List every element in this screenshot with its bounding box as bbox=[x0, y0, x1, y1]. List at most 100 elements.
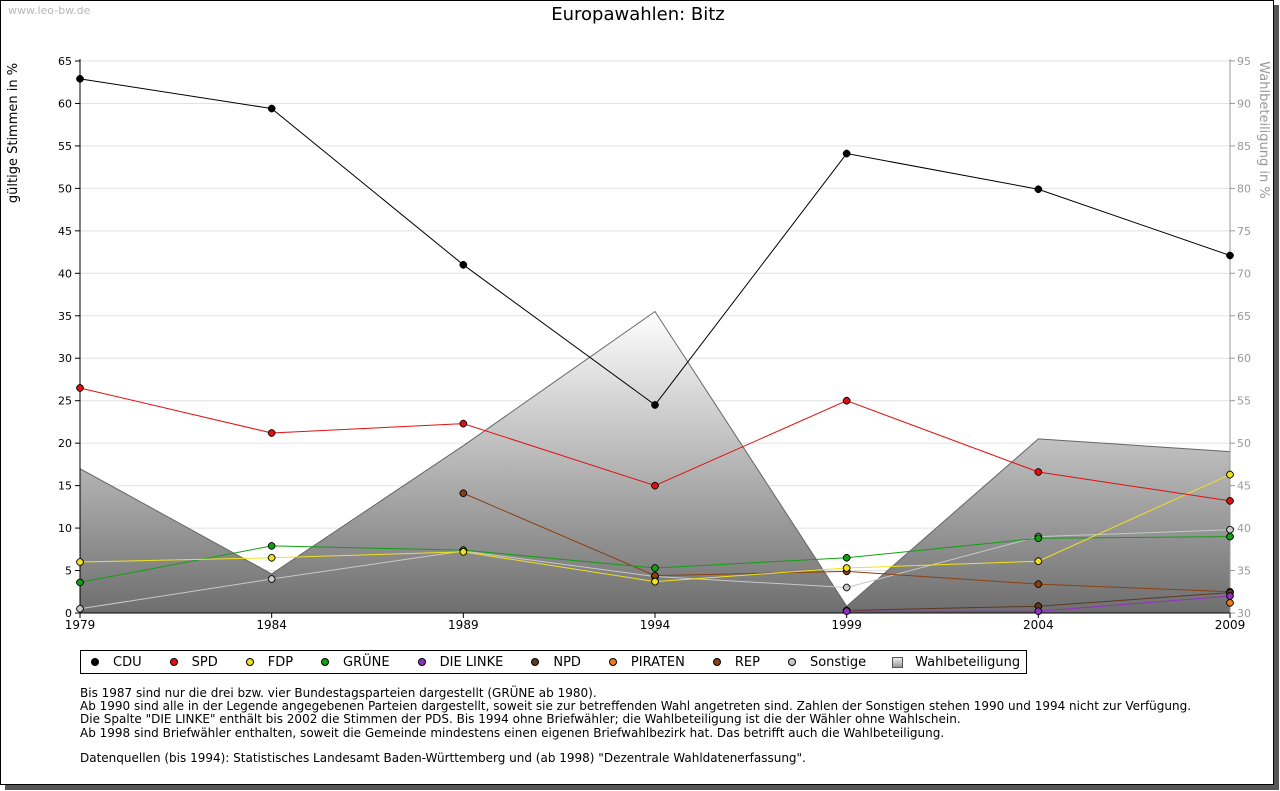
marker bbox=[76, 558, 84, 566]
legend-marker bbox=[415, 656, 428, 668]
data-point-fdp bbox=[267, 553, 276, 562]
x-tick-label: 1989 bbox=[448, 618, 479, 632]
legend-marker bbox=[529, 656, 542, 668]
note-line: Ab 1990 sind alle in der Legende angegeb… bbox=[80, 699, 1192, 714]
chart-svg: 0 5 10 15 20 25 30 35 40 45 50 55 60 65 30 35 40 45 50 55 60… bbox=[6, 55, 1271, 632]
data-point-spd bbox=[842, 396, 851, 405]
data-point-die-linke bbox=[1034, 607, 1043, 616]
data-point-spd bbox=[1226, 497, 1234, 505]
y-tick-label-left: 65 bbox=[58, 55, 72, 68]
data-point-sonstige bbox=[842, 583, 851, 592]
marker bbox=[1226, 470, 1234, 479]
legend: CDU SPD FDP GRÜNE DIE LINKE NPD PIRATEN REP Sons… bbox=[80, 650, 1028, 674]
legend-label: REP bbox=[734, 654, 760, 670]
turnout-area-layer bbox=[79, 310, 1231, 613]
data-point-gr-ne bbox=[267, 542, 276, 550]
marker bbox=[842, 149, 851, 158]
data-point-fdp bbox=[459, 547, 468, 556]
marker bbox=[842, 553, 851, 562]
y-tick-label-right: 75 bbox=[1237, 225, 1251, 238]
data-point-cdu bbox=[842, 149, 851, 158]
y-tick-label-right: 45 bbox=[1237, 480, 1251, 493]
legend-item: CDU bbox=[85, 655, 142, 670]
turnout-area bbox=[80, 311, 1230, 613]
marker bbox=[459, 419, 468, 428]
y-tick-label-right: 80 bbox=[1237, 182, 1251, 195]
legend-marker bbox=[167, 656, 180, 668]
y-tick-label-right: 85 bbox=[1237, 140, 1251, 153]
x-tick-label: 1999 bbox=[831, 618, 862, 632]
y-tick-label-left: 50 bbox=[58, 182, 72, 195]
y-tick-label-right: 50 bbox=[1237, 437, 1251, 450]
legend-item: NPD bbox=[525, 655, 581, 670]
marker bbox=[651, 564, 659, 572]
y-tick-label-left: 40 bbox=[58, 267, 72, 280]
marker bbox=[1226, 497, 1234, 505]
notes: Bis 1987 sind nur die drei bzw. vier Bun… bbox=[80, 686, 1192, 765]
marker bbox=[842, 564, 851, 572]
data-point-cdu bbox=[651, 401, 659, 409]
data-point-gr-ne bbox=[76, 578, 84, 587]
marker bbox=[651, 401, 659, 409]
data-point-sonstige bbox=[267, 575, 276, 583]
marker bbox=[76, 604, 84, 613]
legend-marker bbox=[711, 656, 723, 668]
y-tick-label-left: 45 bbox=[58, 225, 72, 238]
data-point-gr-ne bbox=[842, 553, 851, 562]
marker bbox=[76, 384, 84, 392]
y-tick-label-right: 35 bbox=[1237, 565, 1251, 578]
marker bbox=[459, 489, 468, 498]
data-point-sonstige bbox=[76, 604, 84, 613]
marker bbox=[842, 396, 851, 405]
data-point-rep bbox=[651, 571, 659, 580]
marker bbox=[651, 481, 659, 490]
note-line: Datenquellen (bis 1994): Statistisches L… bbox=[80, 750, 806, 765]
marker bbox=[76, 74, 84, 83]
marker bbox=[1034, 580, 1043, 589]
y-axis-label-right: Wahlbeteiligung in % bbox=[1256, 61, 1271, 198]
data-point-rep bbox=[459, 489, 468, 498]
data-point-fdp bbox=[76, 558, 84, 566]
marker bbox=[459, 547, 468, 556]
data-point-cdu bbox=[1226, 251, 1234, 260]
data-point-fdp bbox=[1034, 557, 1043, 566]
note-line: Ab 1998 sind Briefwähler enthalten, sowe… bbox=[80, 725, 945, 740]
marker bbox=[267, 542, 276, 550]
data-point-fdp bbox=[1226, 470, 1234, 479]
x-tick-label: 1979 bbox=[65, 618, 96, 632]
data-point-cdu bbox=[76, 74, 84, 83]
data-point-cdu bbox=[459, 260, 468, 269]
marker bbox=[1034, 607, 1043, 616]
data-point-spd bbox=[76, 384, 84, 392]
data-point-spd bbox=[651, 481, 659, 490]
y-tick-label-left: 0 bbox=[65, 607, 72, 620]
legend-item: Sonstige bbox=[782, 655, 866, 670]
legend-marker bbox=[244, 656, 256, 668]
marker bbox=[651, 577, 659, 586]
marker bbox=[1226, 532, 1234, 541]
marker bbox=[842, 583, 851, 592]
y-tick-label-right: 65 bbox=[1237, 310, 1251, 323]
data-point-gr-ne bbox=[1226, 532, 1234, 541]
legend-item: REP bbox=[707, 655, 760, 670]
legend-label: PIRATEN bbox=[630, 654, 685, 670]
legend-item: SPD bbox=[164, 655, 218, 670]
legend-label: CDU bbox=[113, 654, 142, 670]
x-tick-label: 1984 bbox=[256, 618, 287, 632]
note-line: Die Spalte "DIE LINKE" enthält bis 2002 … bbox=[80, 712, 961, 727]
marker bbox=[651, 571, 659, 580]
y-tick-label-left: 20 bbox=[58, 437, 72, 450]
data-point-spd bbox=[267, 429, 276, 437]
legend-label: Wahlbeteiligung bbox=[915, 654, 1021, 670]
marker bbox=[267, 104, 276, 113]
y-axis-label-left: gültige Stimmen in % bbox=[6, 63, 21, 203]
series-points bbox=[76, 74, 1234, 616]
data-point-piraten bbox=[1226, 598, 1234, 607]
legend-swatch bbox=[892, 656, 904, 668]
data-point-gr-ne bbox=[651, 564, 659, 572]
data-point-spd bbox=[1034, 468, 1043, 476]
data-point-die-linke bbox=[842, 607, 851, 616]
marker bbox=[1034, 185, 1043, 194]
watermark: www.leo-bw.de bbox=[8, 4, 91, 17]
marker bbox=[1034, 557, 1043, 566]
